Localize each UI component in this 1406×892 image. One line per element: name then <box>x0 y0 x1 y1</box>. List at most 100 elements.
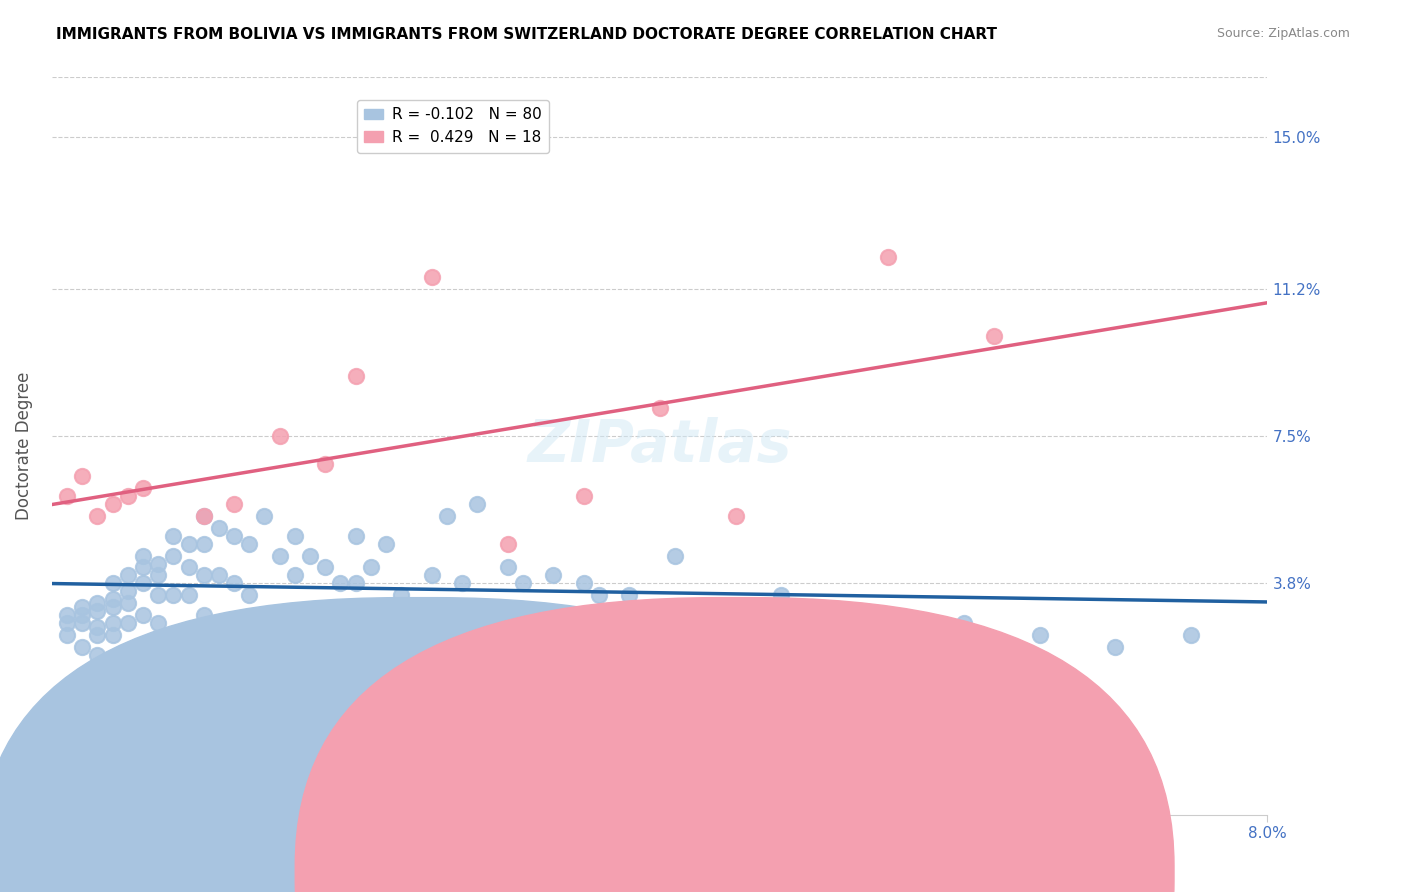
Point <box>132 549 155 563</box>
Point <box>876 250 898 264</box>
Point <box>724 608 747 623</box>
Point <box>70 468 93 483</box>
Point <box>224 497 246 511</box>
Point <box>269 549 291 563</box>
Point <box>117 489 139 503</box>
Point <box>451 576 474 591</box>
Point <box>420 269 443 284</box>
Point <box>56 616 79 631</box>
Point <box>193 536 215 550</box>
Point <box>269 608 291 623</box>
Point <box>375 536 398 550</box>
Point <box>329 576 352 591</box>
Point <box>132 560 155 574</box>
Point <box>238 588 260 602</box>
Point <box>770 588 793 602</box>
Point <box>344 369 367 384</box>
Point <box>208 521 231 535</box>
Point <box>284 568 307 582</box>
Point <box>253 508 276 523</box>
Point <box>146 568 169 582</box>
Text: Immigrants from Bolivia: Immigrants from Bolivia <box>443 859 626 874</box>
Point <box>132 608 155 623</box>
Point <box>876 608 898 623</box>
Text: Source: ZipAtlas.com: Source: ZipAtlas.com <box>1216 27 1350 40</box>
Point <box>56 489 79 503</box>
Point <box>117 568 139 582</box>
Point <box>56 608 79 623</box>
Point <box>1028 628 1050 642</box>
Point <box>101 628 124 642</box>
Point <box>177 560 200 574</box>
Point <box>800 600 823 615</box>
Point <box>193 508 215 523</box>
Point <box>86 596 108 610</box>
Point <box>70 616 93 631</box>
Point <box>86 648 108 662</box>
Point <box>572 576 595 591</box>
Point <box>588 588 610 602</box>
Point <box>162 549 184 563</box>
Point <box>496 536 519 550</box>
Point <box>101 616 124 631</box>
Point <box>572 489 595 503</box>
Point <box>512 576 534 591</box>
Point <box>299 549 322 563</box>
Point <box>907 616 929 631</box>
Point <box>314 457 336 471</box>
Point <box>146 616 169 631</box>
Point <box>177 536 200 550</box>
Point <box>101 576 124 591</box>
Point <box>360 560 382 574</box>
Point <box>162 528 184 542</box>
Point <box>465 497 488 511</box>
Point <box>648 401 671 416</box>
Point <box>664 549 686 563</box>
Point <box>344 528 367 542</box>
Point <box>983 329 1005 343</box>
Point <box>208 568 231 582</box>
Point <box>541 568 564 582</box>
Point <box>724 508 747 523</box>
Point <box>132 576 155 591</box>
Point <box>86 604 108 618</box>
Point <box>224 528 246 542</box>
Point <box>117 596 139 610</box>
Text: Immigrants from Switzerland: Immigrants from Switzerland <box>761 859 983 874</box>
Point <box>314 616 336 631</box>
Point <box>70 640 93 655</box>
Point <box>238 536 260 550</box>
Point <box>101 600 124 615</box>
Point <box>269 429 291 443</box>
Point <box>132 481 155 495</box>
Point <box>86 508 108 523</box>
Point <box>117 616 139 631</box>
Point <box>101 592 124 607</box>
Point <box>1180 628 1202 642</box>
Point <box>86 620 108 634</box>
Point <box>952 616 974 631</box>
Point <box>70 600 93 615</box>
Point <box>344 576 367 591</box>
Point <box>193 608 215 623</box>
Legend: R = -0.102   N = 80, R =  0.429   N = 18: R = -0.102 N = 80, R = 0.429 N = 18 <box>357 100 550 153</box>
Point <box>70 608 93 623</box>
Text: ZIPatlas: ZIPatlas <box>527 417 792 475</box>
Point <box>101 497 124 511</box>
Point <box>56 628 79 642</box>
Point <box>420 568 443 582</box>
Point <box>648 600 671 615</box>
Text: IMMIGRANTS FROM BOLIVIA VS IMMIGRANTS FROM SWITZERLAND DOCTORATE DEGREE CORRELAT: IMMIGRANTS FROM BOLIVIA VS IMMIGRANTS FR… <box>56 27 997 42</box>
Point <box>1104 640 1126 655</box>
Point <box>224 576 246 591</box>
Y-axis label: Doctorate Degree: Doctorate Degree <box>15 372 32 520</box>
Point <box>284 528 307 542</box>
Point <box>314 560 336 574</box>
Point <box>436 508 458 523</box>
Point <box>86 628 108 642</box>
Point <box>193 568 215 582</box>
Point <box>162 588 184 602</box>
Point <box>117 584 139 599</box>
Point <box>146 588 169 602</box>
Point <box>496 560 519 574</box>
